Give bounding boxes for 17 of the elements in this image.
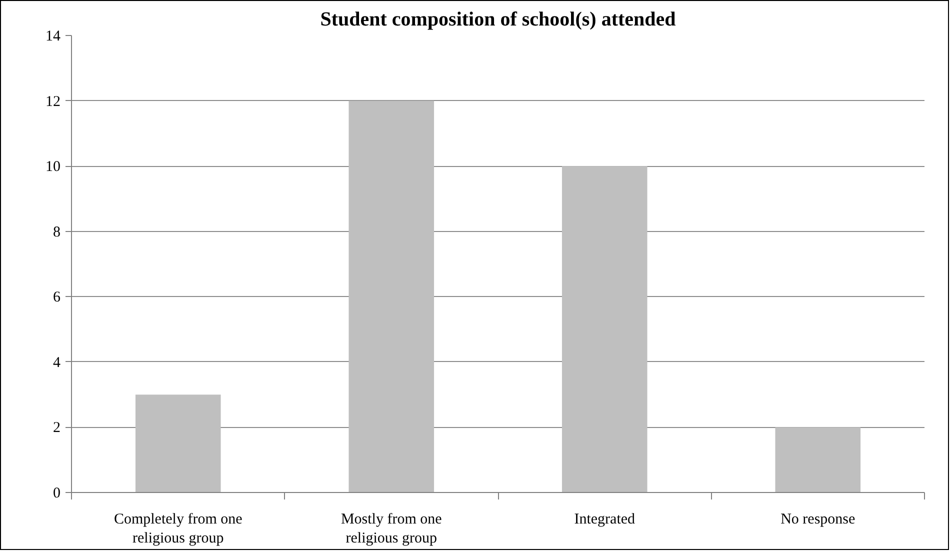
y-tick-label: 0	[53, 486, 60, 502]
x-tick-label: Completely from one religious group	[114, 512, 243, 547]
y-tick-label: 12	[46, 94, 60, 110]
bar	[135, 394, 221, 492]
chart-title: Student composition of school(s) attended	[320, 8, 676, 30]
bar	[348, 100, 434, 492]
x-tick-label: No response	[780, 512, 856, 528]
bar	[775, 427, 861, 492]
y-tick-label: 10	[46, 159, 60, 176]
y-tick-label: 6	[53, 290, 61, 306]
y-tick-label: 2	[53, 420, 60, 436]
y-tick-label: 8	[53, 224, 60, 240]
y-tick-label: 14	[46, 28, 61, 44]
y-tick-label: 4	[53, 354, 61, 371]
x-tick-label: Mostly from one religious group	[340, 512, 442, 547]
x-tick-label: Integrated	[574, 512, 636, 528]
bar	[562, 166, 648, 492]
